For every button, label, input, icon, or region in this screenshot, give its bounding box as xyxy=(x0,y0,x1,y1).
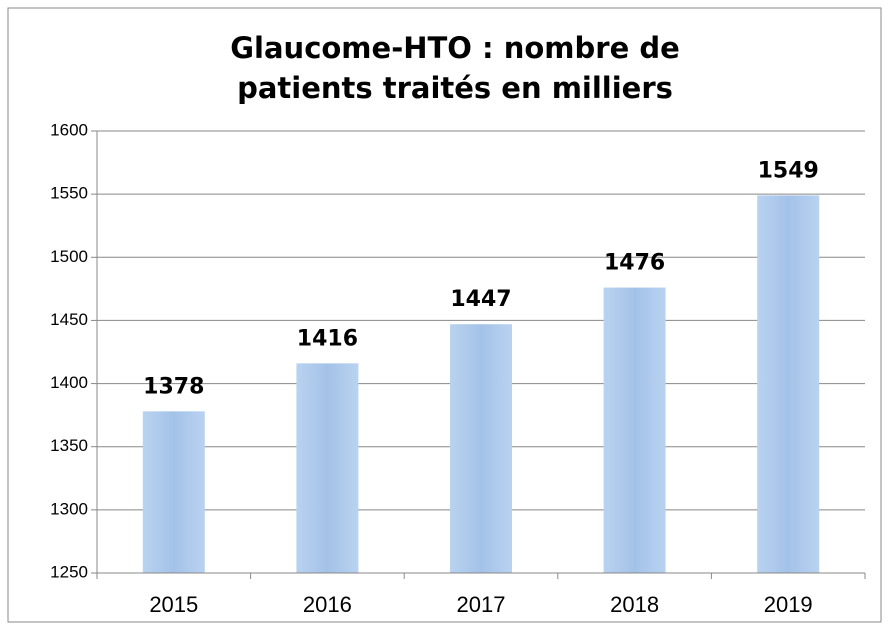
data-label: 1378 xyxy=(143,374,204,399)
bar xyxy=(142,411,205,573)
y-tick-label: 1450 xyxy=(50,310,88,329)
bar xyxy=(603,287,666,573)
x-tick-label: 2017 xyxy=(457,592,506,617)
y-tick-label: 1300 xyxy=(50,499,88,518)
chart-frame xyxy=(7,7,882,623)
data-label: 1476 xyxy=(604,251,665,276)
y-tick-label: 1250 xyxy=(50,562,88,581)
data-label: 1416 xyxy=(297,326,358,351)
y-tick-label: 1350 xyxy=(50,436,88,455)
y-tick-label: 1400 xyxy=(50,373,88,392)
data-label: 1549 xyxy=(758,158,819,183)
y-tick-label: 1500 xyxy=(50,247,88,266)
bar xyxy=(757,195,820,574)
x-tick-label: 2016 xyxy=(303,592,352,617)
chart-title: Glaucome-HTO : nombre de patients traité… xyxy=(230,31,680,105)
x-tick-label: 2018 xyxy=(610,592,659,617)
bar xyxy=(296,363,359,573)
x-tick-label: 2019 xyxy=(764,592,813,617)
data-label: 1447 xyxy=(450,287,511,312)
bar xyxy=(450,324,512,573)
y-tick-label: 1550 xyxy=(50,184,88,203)
y-tick-label: 1600 xyxy=(50,120,88,139)
x-tick-label: 2015 xyxy=(149,592,198,617)
